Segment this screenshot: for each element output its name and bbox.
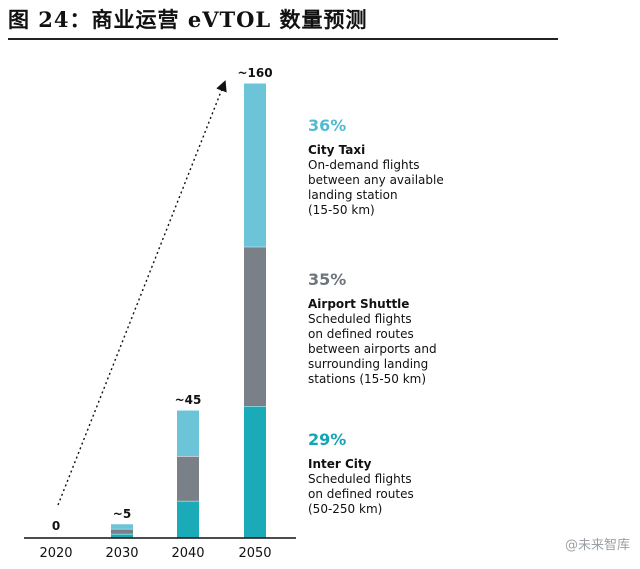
segment-percent: 29%	[308, 430, 347, 449]
bar-total-label: ~45	[175, 393, 202, 407]
segment-desc-line: on defined routes	[308, 487, 414, 501]
segment-desc-line: (15-50 km)	[308, 203, 375, 217]
bar-total-label: 0	[52, 519, 60, 533]
segment-city-taxi: 36% City Taxi On-demand flights between …	[308, 116, 444, 218]
segment-desc-line: Scheduled flights	[308, 312, 412, 326]
segment-desc-line: landing station	[308, 188, 398, 202]
segment-desc-line: Scheduled flights	[308, 472, 412, 486]
segment-desc-line: stations (15-50 km)	[308, 372, 427, 386]
x-tick-label: 2030	[105, 546, 138, 561]
bar-segment-airport-shuttle	[244, 246, 266, 407]
bar-segment-airport-shuttle	[111, 528, 133, 534]
segment-name: Inter City	[308, 457, 372, 471]
segment-desc-line: on defined routes	[308, 327, 414, 341]
watermark: @未来智库	[564, 538, 630, 553]
bar-segment-city-taxi	[244, 83, 266, 247]
bar-segment-inter-city	[111, 533, 133, 538]
bar-segment-city-taxi	[177, 410, 199, 457]
segment-percent: 35%	[308, 270, 347, 289]
bar-total-label: ~5	[113, 507, 131, 521]
x-tick-label: 2040	[171, 546, 204, 561]
segment-desc-line: surrounding landing	[308, 357, 429, 371]
trend-arrow	[57, 80, 227, 506]
segment-percent: 36%	[308, 116, 347, 135]
segment-desc-line: between any available	[308, 173, 444, 187]
segment-desc-line: (50-250 km)	[308, 502, 383, 516]
segment-inter-city: 29% Inter City Scheduled flights on defi…	[308, 430, 414, 517]
segment-name: City Taxi	[308, 143, 366, 157]
segment-desc-line: between airports and	[308, 342, 437, 356]
x-tick-label: 2020	[39, 546, 72, 561]
segment-airport-shuttle: 35% Airport Shuttle Scheduled flights on…	[308, 270, 437, 387]
bar-segment-airport-shuttle	[177, 456, 199, 501]
bar-total-label: ~160	[237, 66, 272, 80]
segment-desc-line: On-demand flights	[308, 158, 420, 172]
bar-segment-inter-city	[177, 500, 199, 538]
bar-segment-inter-city	[244, 406, 266, 538]
x-tick-label: 2050	[238, 546, 271, 561]
bar-segment-city-taxi	[111, 523, 133, 529]
title-divider	[8, 38, 558, 40]
figure-title: 图 24：商业运营 eVTOL 数量预测	[8, 7, 368, 32]
segment-name: Airport Shuttle	[308, 297, 410, 311]
